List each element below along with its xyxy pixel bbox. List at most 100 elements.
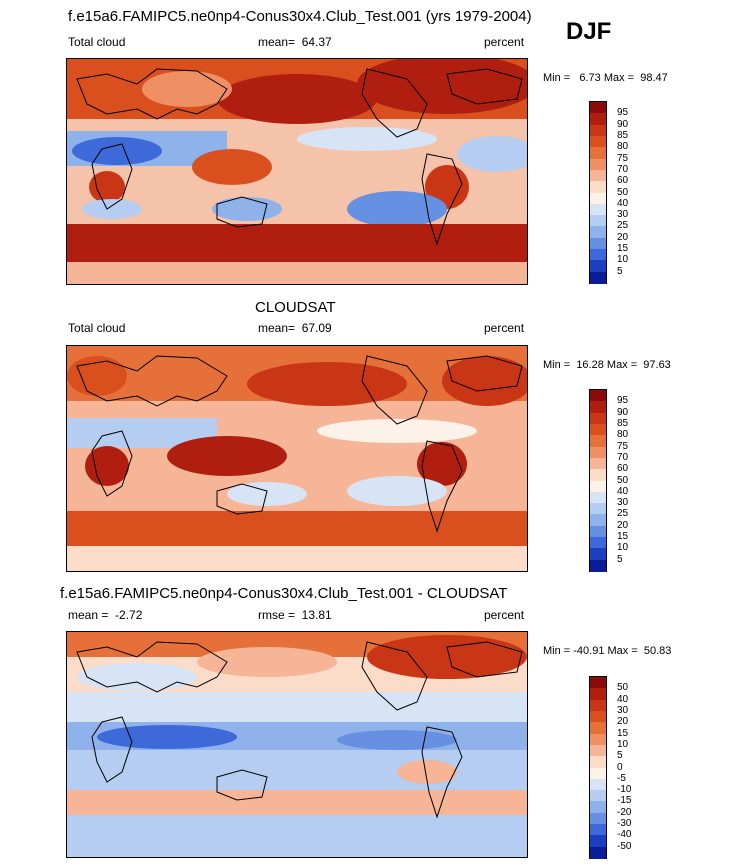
panel-1-mean-label: mean= 64.37	[258, 35, 332, 49]
panel-1-colorbar-tick-label: 20	[617, 231, 629, 243]
panel-1-colorbar-tick-label: 5	[617, 265, 623, 277]
panel-3-colorbar-swatch	[590, 778, 606, 791]
panel-3-colorbar-tick-label: -15	[617, 795, 632, 807]
panel-2-region-sepacific	[347, 476, 447, 506]
panel-2-colorbar-swatch	[590, 412, 606, 425]
panel-3-colorbar-swatch	[590, 790, 606, 803]
panel-1-colorbar-tick-label: 80	[617, 141, 629, 153]
panel-1-colorbar-swatch	[590, 135, 606, 148]
panel-1-region-antarctica	[67, 262, 527, 284]
panel-1-coastlines	[76, 68, 523, 246]
panel-2-colorbar-swatch	[590, 537, 606, 549]
panel-3-colorbar-swatch	[590, 767, 606, 780]
panel-2-region-southern-ocean	[67, 511, 527, 546]
panel-1-colorbar-tick-label: 25	[617, 220, 629, 232]
panel-1-colorbar-tick-label: 75	[617, 152, 629, 164]
panel-1-region-epacific	[297, 127, 437, 151]
panel-1-colorbar-swatch	[590, 102, 606, 114]
panel-2-region-maritime	[167, 436, 287, 476]
panel-2-colorbar-swatch	[590, 446, 606, 459]
panel-1-colorbar-tick-label: 95	[617, 107, 629, 119]
panel-3-colorbar-swatch	[590, 677, 606, 689]
panel-2-colorbar-swatch	[590, 469, 606, 482]
panel-3-colorbar-swatch	[590, 733, 606, 746]
panel-3-colorbar-tick-label: -5	[617, 772, 626, 784]
panel-2-colorbar-swatch	[590, 435, 606, 448]
panel-1-variable-label: Total cloud	[68, 35, 126, 49]
panel-1-region-atlantic-low	[72, 137, 162, 165]
panel-1-colorbar-tick-label: 50	[617, 186, 629, 198]
panel-3-minmax: Min = -40.91 Max = 50.83	[543, 645, 672, 657]
panel-1-region-siberia	[357, 59, 527, 114]
panel-2-variable-label: Total cloud	[68, 321, 126, 335]
panel-2-colorbar-swatch	[590, 514, 606, 527]
panel-3-colorbar-swatch	[590, 722, 606, 735]
panel-1-colorbar-swatch	[590, 226, 606, 239]
panel-3-region-indian	[97, 725, 237, 749]
panel-2-coastlines	[76, 355, 523, 533]
panel-3-colorbar-swatch	[590, 688, 606, 701]
panel-3-colorbar-tick-label: -40	[617, 829, 632, 841]
panel-2-colorbar-tick-label: 15	[617, 531, 629, 543]
panel-2-region-europe	[67, 356, 127, 396]
panel-1-region-npacific	[217, 74, 377, 124]
panel-1-region-satlantic	[457, 136, 527, 172]
panel-2-colorbar-tick-label: 70	[617, 451, 629, 463]
panel-1-colorbar-tick-label: 10	[617, 254, 629, 266]
panel-3-mean-label: mean = -2.72	[68, 608, 143, 622]
panel-2-colorbar-swatch	[590, 491, 606, 504]
panel-1-colorbar-swatch	[590, 124, 606, 137]
panel-3-colorbar-tick-label: -30	[617, 818, 632, 830]
panel-3-colorbar-tick-label: 30	[617, 704, 629, 716]
panel-1-colorbar-tick-label: 90	[617, 118, 629, 130]
panel-1-colorbar-tick-label: 85	[617, 129, 629, 141]
panel-1-colorbar-swatch	[590, 113, 606, 126]
panel-1-colorbar-swatch	[590, 147, 606, 160]
panel-3-colorbar-tick-label: 40	[617, 693, 629, 705]
panel-3-colorbar-swatch	[590, 824, 606, 836]
panel-1-colorbar-tick-label: 15	[617, 243, 629, 255]
panel-2-colorbar-tick-label: 85	[617, 417, 629, 429]
panel-1-colorbar-tick-label: 30	[617, 209, 629, 221]
panel-1-region-maritime	[192, 149, 272, 185]
panel-2-colorbar-swatch	[590, 503, 606, 516]
panel-2-region-natlantic	[442, 356, 527, 406]
panel-1-map	[66, 58, 528, 285]
panel-3-colorbar-swatch	[590, 756, 606, 769]
panel-3-region-southern-ocean	[67, 790, 527, 815]
panel-3-rmse-label: rmse = 13.81	[258, 608, 332, 622]
panel-1-minmax: Min = 6.73 Max = 98.47	[543, 72, 668, 84]
panel-2-colorbar-swatch	[590, 525, 606, 538]
panel-3-region-asia	[77, 663, 197, 691]
panel-2-colorbar-tick-label: 95	[617, 395, 629, 407]
panel-3-map	[66, 631, 528, 858]
panel-1-colorbar-tick-label: 70	[617, 163, 629, 175]
panel-2-colorbar-tick-label: 10	[617, 542, 629, 554]
panel-2-colorbar-swatch	[590, 423, 606, 436]
panel-2-colorbar-tick-label: 30	[617, 497, 629, 509]
panel-3-colorbar-tick-label: 50	[617, 682, 629, 694]
panel-2-colorbar-swatch	[590, 401, 606, 414]
panel-2-mean-label: mean= 67.09	[258, 321, 332, 335]
panel-1-colorbar-swatch	[590, 215, 606, 228]
panel-3-colorbar-swatch	[590, 699, 606, 712]
panel-1-title: f.e15a6.FAMIPC5.ne0np4-Conus30x4.Club_Te…	[68, 8, 532, 25]
panel-1-region-sepacific	[347, 191, 447, 227]
panel-1-colorbar-swatch	[590, 203, 606, 216]
panel-3-colorbar-swatch	[590, 710, 606, 723]
panel-2-colorbar-swatch	[590, 480, 606, 493]
panel-3-colorbar-swatch	[590, 812, 606, 825]
panel-1-colorbar-swatch	[590, 192, 606, 205]
panel-2-colorbar-tick-label: 60	[617, 463, 629, 475]
panel-3-map-field	[67, 632, 527, 857]
panel-1-map-field	[67, 59, 527, 284]
panel-1-units-label: percent	[484, 35, 525, 49]
panel-1-colorbar-swatch	[590, 249, 606, 261]
panel-3-colorbar-tick-label: 15	[617, 727, 629, 739]
panel-1-colorbar-swatch	[590, 169, 606, 182]
panel-3-colorbar-tick-label: 10	[617, 738, 629, 750]
panel-3-colorbar-swatch	[590, 835, 606, 848]
panel-2-colorbar-swatch	[590, 457, 606, 470]
panel-1-colorbar	[589, 101, 607, 284]
panel-3-colorbar-tick-label: -50	[617, 840, 632, 852]
